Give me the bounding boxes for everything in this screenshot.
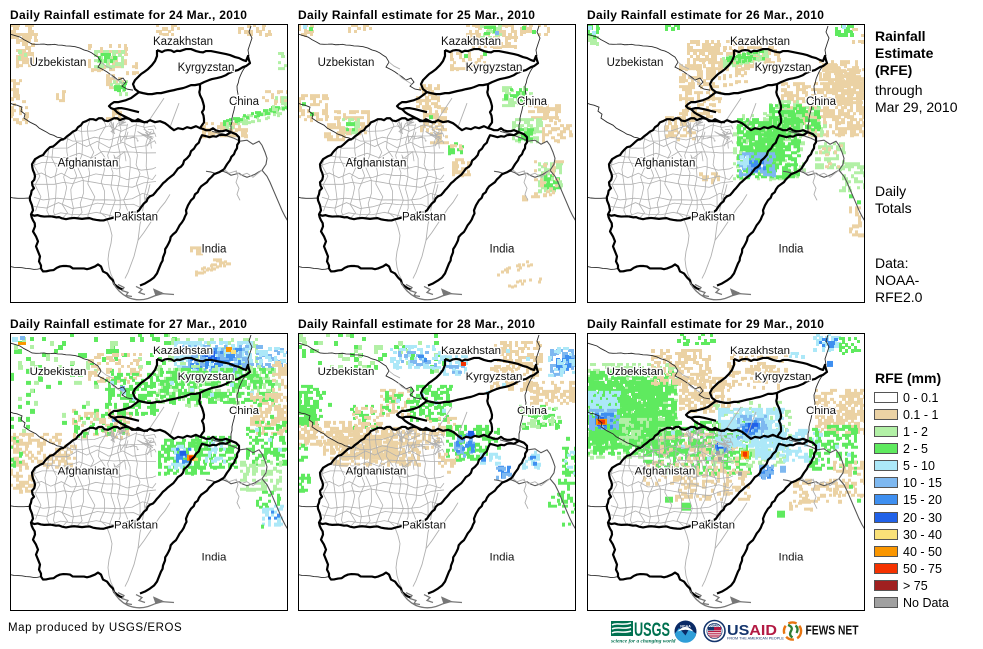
svg-text:FROM THE AMERICAN PEOPLE: FROM THE AMERICAN PEOPLE (727, 637, 784, 641)
svg-text:USAID: USAID (710, 624, 721, 628)
svg-text:science for a changing world: science for a changing world (610, 639, 676, 645)
svg-text:USAID: USAID (727, 622, 777, 639)
svg-text:USGS: USGS (634, 620, 670, 641)
svg-text:FEWS NET: FEWS NET (806, 624, 859, 638)
svg-text:NOAA: NOAA (680, 625, 691, 629)
